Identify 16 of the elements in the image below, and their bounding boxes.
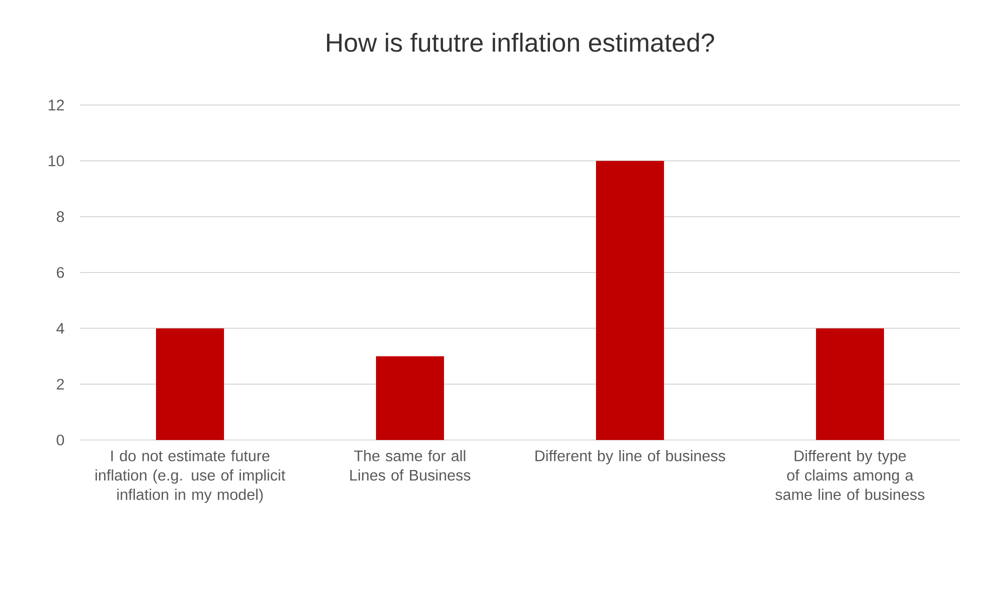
y-tick-label: 8 (56, 211, 64, 222)
x-tick-label: Different by line of business (536, 450, 726, 464)
y-tick-label: 12 (48, 100, 64, 110)
y-tick-label: 2 (56, 378, 64, 390)
bar (376, 356, 444, 440)
bar (596, 160, 664, 440)
chart-title: How is fututre inflation estimated? (327, 32, 714, 52)
bar (156, 328, 224, 440)
x-tick-label: I do not estimate future inflation (e.g. use of implicit inflation in my model) (96, 450, 286, 503)
y-tick-label: 10 (48, 155, 64, 166)
bar (816, 328, 884, 440)
y-tick-label: 6 (56, 267, 64, 278)
x-tick-label: Different by type of claims among a same line of business (775, 450, 924, 500)
x-tick-label: The same for all Lines of Business (350, 450, 470, 481)
y-tick-label: 4 (56, 323, 64, 334)
y-tick-label: 0 (56, 434, 64, 446)
